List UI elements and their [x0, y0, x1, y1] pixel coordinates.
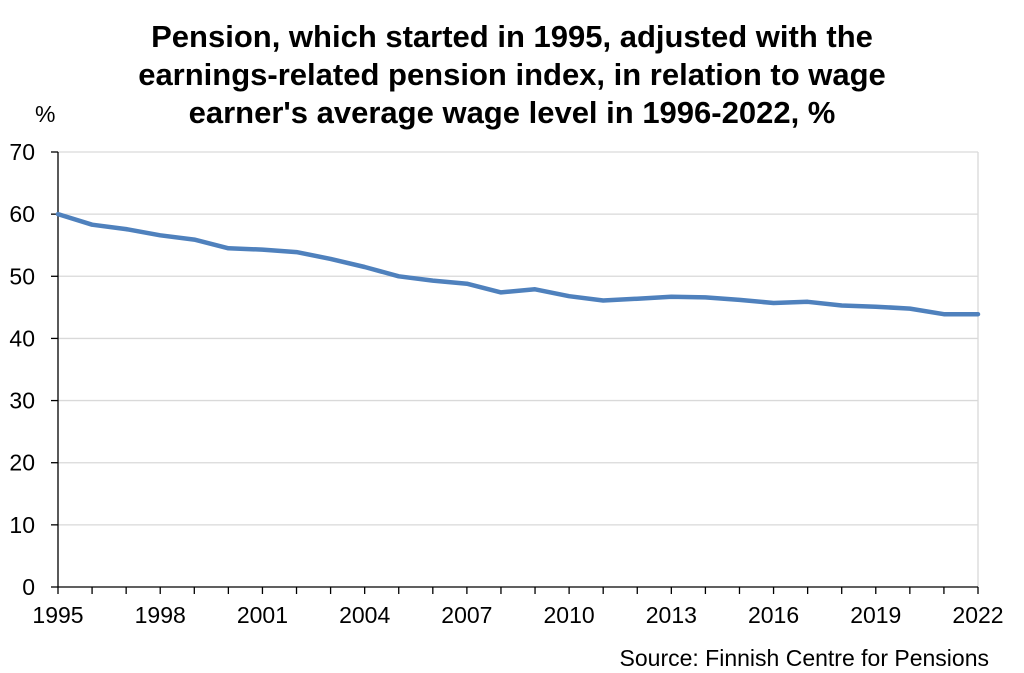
x-tick-label: 2004 — [339, 602, 390, 628]
x-tick-label: 1995 — [32, 602, 83, 628]
y-axis-label: % — [35, 101, 55, 127]
x-tick-label: 2013 — [646, 602, 697, 628]
y-tick-labels: 0 10 20 30 40 50 60 70 — [9, 139, 35, 600]
chart-title-line-2: earnings-related pension index, in relat… — [138, 57, 886, 92]
chart-title-line-1: Pension, which started in 1995, adjusted… — [151, 19, 873, 54]
x-tick-label: 2007 — [441, 602, 492, 628]
y-tick-label: 10 — [9, 512, 35, 538]
gridlines — [58, 151, 979, 587]
axes — [51, 151, 979, 594]
y-tick-label: 60 — [9, 201, 35, 227]
x-tick-label: 2010 — [544, 602, 595, 628]
x-tick-labels: 1995 1998 2001 2004 2007 2010 2013 2016 2019 2022 — [32, 602, 1003, 628]
source-note: Source: Finnish Centre for Pensions — [619, 645, 989, 671]
series-line — [55, 211, 981, 317]
y-tick-label: 40 — [9, 325, 35, 351]
chart-title: Pension, which started in 1995, adjusted… — [0, 18, 1024, 132]
y-tick-label: 70 — [9, 139, 35, 165]
x-tick-label: 2016 — [748, 602, 799, 628]
y-tick-label: 0 — [22, 574, 35, 600]
y-tick-label: 20 — [9, 450, 35, 476]
y-tick-label: 50 — [9, 263, 35, 289]
series-group — [55, 211, 981, 317]
x-tick-label: 2022 — [952, 602, 1003, 628]
x-tick-label: 2001 — [237, 602, 288, 628]
x-tick-label: 1998 — [135, 602, 186, 628]
chart-title-line-3: earner's average wage level in 1996-2022… — [188, 95, 836, 130]
x-tick-label: 2019 — [850, 602, 901, 628]
y-tick-label: 30 — [9, 388, 35, 414]
